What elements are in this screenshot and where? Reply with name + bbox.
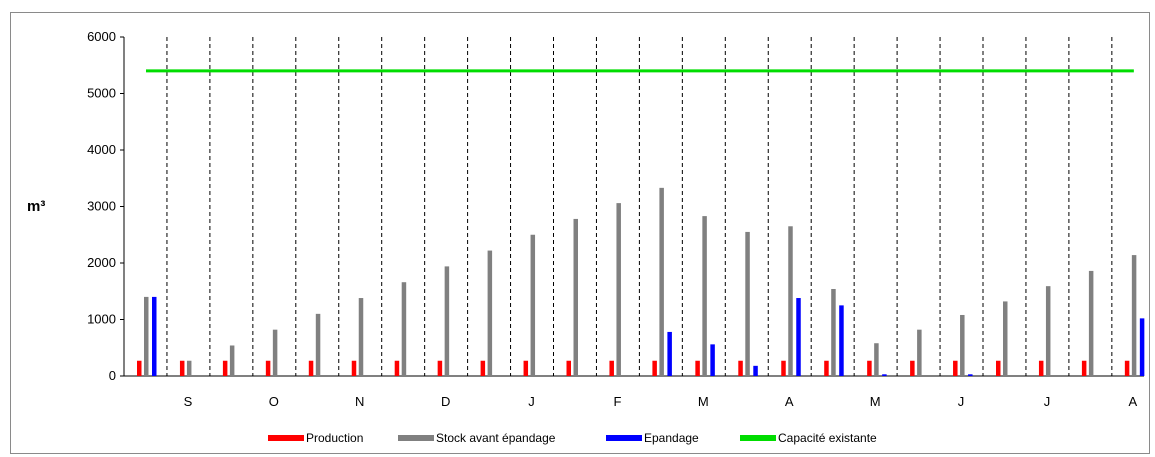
bar-stock-avant-pandage [1003,301,1008,376]
bar-production [566,360,571,376]
bars [137,187,1145,376]
bar-production [996,360,1001,376]
bar-stock-avant-pandage [573,218,578,376]
bar-production [910,360,915,376]
bar-production [953,360,958,376]
y-tick-label: 3000 [87,199,116,214]
legend-label: Stock avant épandage [436,431,556,445]
y-tick-label: 2000 [87,255,116,270]
legend: Production Stock avant épandage Epandage Ca… [268,431,877,445]
x-tick-label: A [1129,394,1138,409]
grid [166,37,1113,376]
bar-epandage [796,298,801,376]
bar-production [1124,360,1130,376]
legend-swatch [606,435,642,441]
bar-production [265,360,271,376]
bar-production [179,360,185,376]
bar-stock-avant-pandage [315,313,321,376]
bar-stock-avant-pandage [831,288,836,376]
x-tick-label: A [785,394,794,409]
x-tick-label: S [184,394,193,409]
bar-stock-avant-pandage [272,329,278,376]
bar-stock-avant-pandage [1045,286,1051,376]
bar-production [308,360,314,376]
bar-stock-avant-pandage [1131,255,1137,376]
y-tick-label: 5000 [87,86,116,101]
x-tick-label: J [958,394,965,409]
bar-production [652,360,657,376]
bar-production [222,360,228,376]
bar-stock-avant-pandage [960,314,965,376]
y-axis-label: m³ [27,198,45,215]
x-tick-label: N [355,394,364,409]
bar-production [824,360,829,376]
x-tick-label: J [528,394,535,409]
legend-swatch [398,435,434,441]
legend-label: Epandage [644,431,699,445]
bar-epandage [882,374,887,376]
bar-stock-avant-pandage [745,231,750,376]
bar-stock-avant-pandage [874,343,879,376]
x-tick-label: M [698,394,709,409]
x-tick-label: M [870,394,881,409]
bar-stock-avant-pandage [1088,270,1094,376]
bar-production [480,360,486,376]
bar-epandage [839,305,844,376]
bar-production [867,360,872,376]
bar-production [609,360,614,376]
bar-production [437,360,443,376]
bar-stock-avant-pandage [917,329,922,376]
bar-stock-avant-pandage [616,203,621,376]
bar-production [137,360,142,376]
bar-epandage [152,296,157,376]
bar-production [394,360,400,376]
y-tick-label: 4000 [87,142,116,157]
bar-production [695,360,700,376]
bar-epandage [968,374,973,376]
bar-stock-avant-pandage [659,187,664,376]
bar-stock-avant-pandage [788,226,793,376]
legend-label: Production [306,431,363,445]
bar-production [781,360,786,376]
legend-label: Capacité existante [778,431,877,445]
y-tick-label: 6000 [87,29,116,44]
bar-production [1038,360,1044,376]
bar-stock-avant-pandage [487,250,493,376]
x-tick-label: F [613,394,621,409]
x-tick-label: O [269,394,279,409]
bar-stock-avant-pandage [401,282,407,376]
bar-production [1081,360,1087,376]
bar-stock-avant-pandage [144,296,149,376]
y-tick-label: 0 [109,368,116,383]
legend-swatch [268,435,304,441]
bar-production [351,360,357,376]
bar-production [738,360,743,376]
y-tick-label: 1000 [87,312,116,327]
bar-stock-avant-pandage [229,345,235,376]
bar-stock-avant-pandage [530,234,536,376]
bar-epandage [667,331,672,376]
x-tick-label: J [1044,394,1051,409]
bar-stock-avant-pandage [186,360,192,376]
chart-frame [10,12,1150,454]
bar-stock-avant-pandage [358,298,364,376]
y-axis: 0 1000 2000 3000 4000 5000 6000 [87,29,1144,383]
legend-swatch [740,435,776,441]
bar-stock-avant-pandage [702,216,707,376]
bar-epandage [1139,318,1145,376]
bar-epandage [753,365,758,376]
x-tick-label: D [441,394,450,409]
bar-production [523,360,529,376]
bar-stock-avant-pandage [444,266,450,376]
bar-epandage [710,344,715,376]
